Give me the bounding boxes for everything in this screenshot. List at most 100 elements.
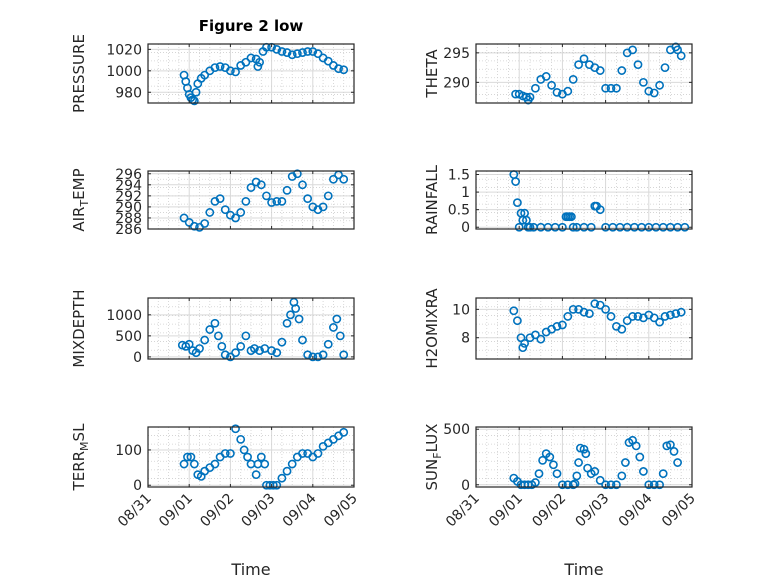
y-tick-label: 290 [443,75,470,91]
data-point [574,458,583,467]
data-point [579,307,589,317]
data-point [531,83,540,93]
data-point [628,312,637,321]
axes-box [475,297,693,360]
data-point [231,424,240,434]
axes-box [147,43,355,104]
data-point [545,452,555,462]
data-point [303,47,313,56]
data-point [513,198,522,208]
x-tick-label: 09/02 [197,491,237,531]
y-tick-label: 0 [133,478,142,494]
data-point [621,458,630,467]
axes-box [475,43,693,104]
data-series [511,42,686,105]
data-point [335,331,345,341]
data-point [606,312,616,321]
data-point [255,57,264,67]
data-point [217,341,227,351]
x-tick-label: 09/04 [616,490,656,530]
axes-box [475,170,693,230]
data-series [509,299,686,353]
data-point [617,471,627,481]
data-point [195,344,204,353]
minor-grid [476,298,692,359]
y-tick-label: 10 [452,302,470,318]
data-point [298,335,307,345]
data-point [298,48,307,57]
data-point [287,50,297,60]
data-point [318,350,328,360]
subplot-8: 0 500 08/31 09/01 09/02 09/03 09/04 09/05 SUNFLU… [423,422,699,579]
data-point [644,86,654,96]
data-point [655,317,664,327]
y-tick-label: 1020 [106,42,142,58]
x-tick-label: 08/31 [115,491,155,531]
data-point [649,480,659,490]
data-point [231,348,240,358]
data-point [236,341,246,351]
data-point [568,75,578,84]
data-point [676,51,686,61]
data-point [549,460,558,470]
data-point [205,208,215,217]
data-point [649,88,659,98]
data-point [590,467,600,476]
data-point [255,346,264,355]
data-point [179,459,189,469]
data-point [579,54,589,64]
data-point [655,480,664,490]
data-point [277,473,287,483]
y-tick-label: 0.5 [448,203,470,219]
data-point [635,452,645,462]
x-tick-label: 09/01 [156,491,196,531]
data-point [628,45,637,55]
data-point [558,480,567,490]
data-series [179,42,349,106]
data-point [323,191,333,201]
data-point [323,339,333,349]
data-point [313,449,323,458]
data-point [328,323,338,332]
y-tick-label: 1000 [106,64,142,80]
data-point [563,86,573,96]
data-point [622,316,632,326]
data-point [236,434,246,444]
data-point [298,180,307,190]
data-point [563,312,573,321]
y-tick-label: 1.5 [448,168,470,184]
data-point [538,455,547,465]
x-tick-label: 09/01 [486,491,526,531]
data-point [633,312,643,321]
data-point [200,335,210,345]
data-point [552,469,562,479]
y-tick-label: 1 [461,185,470,201]
data-series [177,297,349,362]
data-point [286,310,295,320]
data-point [520,338,529,348]
minor-grid [148,427,354,487]
data-point [318,202,328,212]
data-point [205,325,215,334]
y-axis-label: PRESSURE [70,34,88,113]
data-point [601,304,610,314]
data-point [534,469,544,479]
data-point [282,466,292,476]
data-point [231,67,240,77]
data-point [241,57,251,67]
data-point [272,44,282,54]
data-point [586,222,596,232]
data-point [215,62,225,71]
data-point [282,48,292,57]
minor-grid [476,171,692,229]
data-point [239,445,249,455]
data-point [558,320,567,330]
data-point [291,304,301,313]
data-point [308,352,318,362]
data-point [339,174,349,184]
x-tick-label: 09/02 [529,491,569,531]
data-point [191,87,201,97]
data-series [509,435,682,490]
